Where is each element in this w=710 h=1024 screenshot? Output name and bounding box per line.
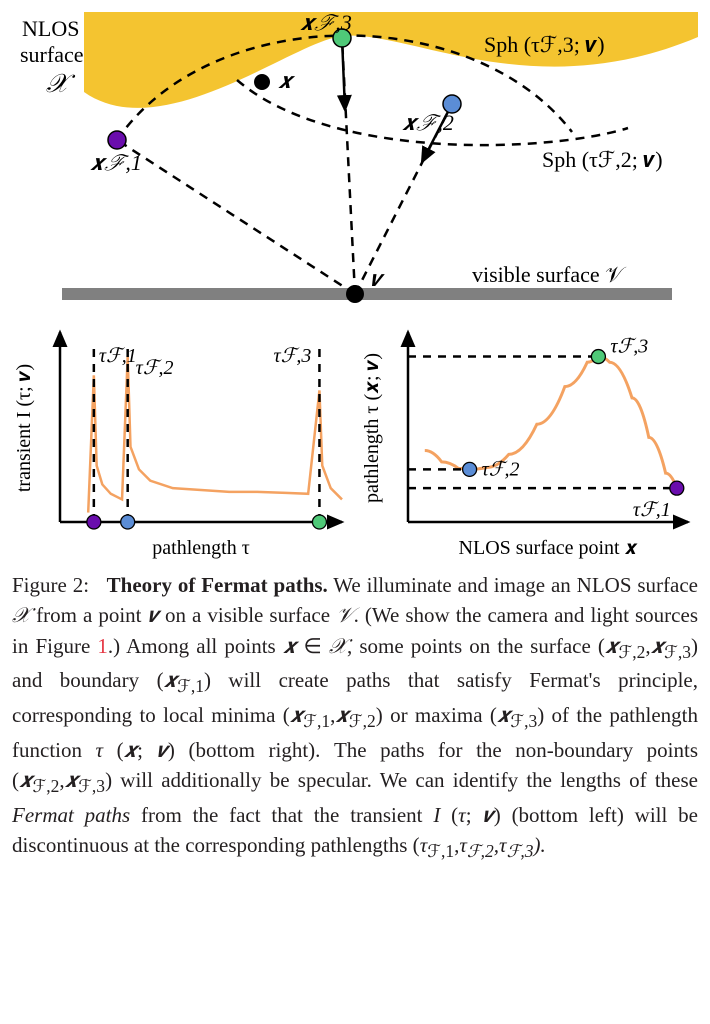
dot-xF1	[108, 131, 126, 149]
dot-tau_F2	[463, 462, 477, 476]
dot-v	[346, 285, 364, 303]
label-tauF3: τℱ,3	[610, 336, 648, 358]
top-diagram-svg: NLOS surface 𝒳 𝒙ℱ,3 𝒙 𝒙ℱ,2 𝒙ℱ,1 Sph (τℱ,…	[12, 12, 698, 322]
label-tauF2: τℱ,2	[136, 357, 174, 379]
figure-2: NLOS surface 𝒳 𝒙ℱ,3 𝒙 𝒙ℱ,2 𝒙ℱ,1 Sph (τℱ,…	[12, 12, 698, 865]
label-nlos-3: 𝒳	[46, 69, 76, 98]
figure-caption: Figure 2: Theory of Fermat paths. We ill…	[12, 570, 698, 865]
label-xF3: 𝒙ℱ,3	[300, 12, 352, 35]
dot-tau_F3	[312, 515, 326, 529]
label-tauF1: τℱ,1	[99, 345, 137, 367]
dot-tau_F1	[670, 481, 684, 495]
label-tauF1: τℱ,1	[633, 499, 671, 521]
label-tauF2: τℱ,2	[482, 458, 520, 480]
right-chart-svg: τℱ,2 τℱ,3 τℱ,1 NLOS surface point 𝒙 pathleng…	[360, 322, 698, 562]
label-nlos-2: surface	[20, 42, 84, 67]
transient-curve	[88, 357, 342, 513]
dot-tau_F2	[121, 515, 135, 529]
dot-tau_F1	[87, 515, 101, 529]
label-v: 𝒗	[370, 266, 385, 291]
left-chart-panel: τℱ,1τℱ,2 τℱ,3 pathlength τ transient I (τ; …	[12, 322, 352, 562]
label-sph2: Sph (τℱ,2; 𝒗)	[542, 147, 663, 172]
ray-v-xF1	[117, 140, 355, 294]
top-diagram-panel: NLOS surface 𝒳 𝒙ℱ,3 𝒙 𝒙ℱ,2 𝒙ℱ,1 Sph (τℱ,…	[12, 12, 698, 322]
label-x: 𝒙	[278, 68, 296, 93]
dot-x	[254, 74, 270, 90]
xlabel: pathlength τ	[152, 537, 249, 559]
right-chart-panel: τℱ,2 τℱ,3 τℱ,1 NLOS surface point 𝒙 pathleng…	[360, 322, 698, 562]
label-nlos-1: NLOS	[22, 16, 79, 41]
ylabel: pathlength τ (𝒙; 𝒗)	[361, 353, 383, 503]
left-chart-svg: τℱ,1τℱ,2 τℱ,3 pathlength τ transient I (τ; …	[12, 322, 352, 562]
visible-surface-bar	[62, 288, 672, 300]
ylabel: transient I (τ; 𝒗)	[13, 364, 35, 492]
dot-tau_F3	[591, 350, 605, 364]
normal-arrow-xF3	[342, 38, 345, 110]
caption-fignum: Figure 2:	[12, 573, 89, 597]
label-visible: visible surface 𝒱	[472, 262, 627, 287]
label-xF1: 𝒙ℱ,1	[90, 150, 142, 175]
xlabel: NLOS surface point 𝒙	[459, 537, 638, 559]
nlos-region	[84, 12, 698, 108]
label-sph3: Sph (τℱ,3; 𝒗)	[484, 32, 605, 57]
label-xF2: 𝒙ℱ,2	[402, 110, 454, 135]
label-tauF3: τℱ,3	[273, 345, 311, 367]
caption-title: Theory of Fermat paths.	[107, 573, 328, 597]
